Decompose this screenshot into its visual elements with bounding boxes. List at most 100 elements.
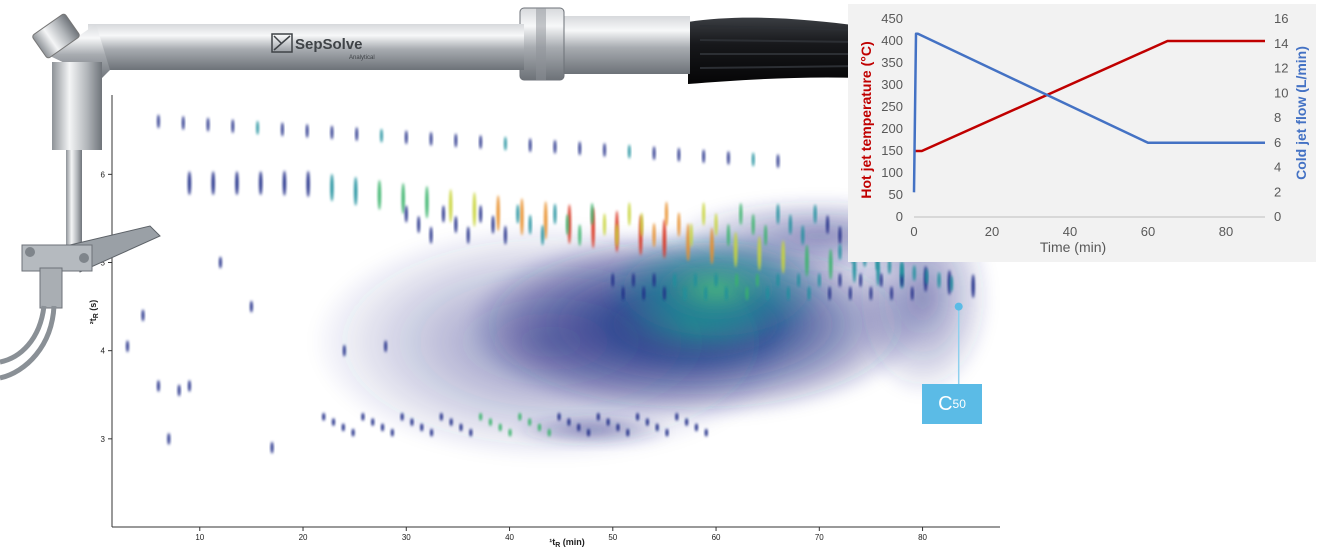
inset-right-axis-title: Cold jet flow (L/min) (1293, 46, 1309, 180)
peak-spot (590, 202, 594, 226)
contour-region (512, 415, 673, 446)
peak-spot (838, 273, 842, 288)
peak-spot (603, 143, 606, 158)
peak-spot (596, 412, 600, 421)
peak-spot (685, 418, 689, 427)
peak-spot (449, 418, 453, 427)
peak-spot (454, 216, 458, 234)
peak-spot (504, 225, 507, 245)
peak-spot (702, 149, 705, 164)
peak-spot (818, 273, 821, 288)
peak-spot (879, 273, 883, 288)
peak-spot (797, 273, 800, 288)
inset-x-tick-label: 40 (1063, 224, 1077, 239)
peak-spot (606, 418, 610, 427)
inset-left-tick-label: 300 (881, 77, 903, 92)
peak-spot (188, 379, 191, 392)
peak-spot (725, 286, 728, 301)
peak-spot (628, 144, 631, 159)
peak-spot (838, 226, 842, 245)
peak-spot (380, 128, 383, 143)
inset-right-tick-label: 2 (1274, 184, 1281, 199)
x-tick-label: 30 (402, 533, 411, 542)
peak-spot (553, 203, 557, 225)
inset-right-tick-label: 16 (1274, 11, 1288, 26)
peak-spot (377, 179, 382, 210)
inset-left-tick-label: 250 (881, 99, 903, 114)
peak-spot (206, 117, 210, 132)
peak-spot (361, 412, 365, 421)
peak-spot (757, 236, 762, 271)
peak-spot (826, 215, 829, 234)
inset-x-tick-labels: 0 20 40 60 80 (910, 224, 1233, 239)
peak-spot (498, 423, 502, 432)
peak-spot (351, 428, 355, 437)
peak-spot (888, 258, 891, 275)
peak-spot (341, 423, 345, 432)
x-tick-label: 50 (608, 533, 617, 542)
peak-spot (677, 212, 681, 237)
peak-spot (587, 428, 591, 437)
peak-spot (714, 273, 718, 288)
peak-spot (937, 272, 941, 289)
inset-left-tick-label: 50 (889, 187, 903, 202)
peak-spot (547, 428, 551, 437)
peak-spot (675, 412, 679, 421)
horizontal-arm (88, 24, 524, 70)
peak-spot (466, 226, 470, 244)
elbow-cap (32, 13, 80, 59)
inset-right-tick-label: 4 (1274, 160, 1281, 175)
peak-spot (400, 412, 404, 421)
transfer-lines (0, 305, 57, 381)
peak-spot (390, 428, 394, 437)
x-tick-label: 10 (195, 533, 204, 542)
peak-spot (355, 127, 359, 142)
peak-spot (616, 423, 620, 432)
peak-spot (947, 270, 952, 295)
peak-spot (578, 224, 582, 247)
peak-spot (665, 428, 669, 437)
peak-spot (781, 240, 785, 274)
peak-spot (694, 423, 698, 432)
peak-spot (454, 133, 458, 148)
peak-spot (677, 147, 681, 162)
x-tick-label: 80 (918, 533, 927, 542)
peak-spot (157, 114, 160, 129)
peak-spot (704, 428, 708, 437)
peak-spot (776, 273, 780, 288)
peak-spot (727, 150, 730, 165)
peak-spot (577, 423, 581, 432)
peak-spot (652, 273, 656, 288)
peak-spot (177, 384, 181, 397)
peak-spot (615, 223, 619, 247)
peak-spot (704, 286, 708, 301)
inset-x-tick-label: 0 (910, 224, 917, 239)
peak-spot (354, 176, 358, 206)
peak-spot (702, 202, 706, 226)
peak-spot (689, 223, 693, 248)
peak-spot (488, 418, 492, 427)
y-axis-title: ²tR (s) (88, 300, 100, 325)
c50-callout-subscript: 50 (952, 397, 966, 411)
peak-spot (305, 123, 309, 138)
peak-spot (848, 286, 852, 301)
peak-spot (491, 215, 495, 234)
inset-left-tick-label: 100 (881, 165, 903, 180)
peak-spot (330, 173, 334, 202)
peak-spot (518, 412, 522, 421)
x-tick-label: 40 (505, 533, 514, 542)
peak-spot (859, 273, 862, 288)
y-tick-label: 4 (101, 347, 106, 356)
peak-spot (890, 286, 893, 301)
inset-x-tick-label: 60 (1141, 224, 1155, 239)
peak-spot (565, 213, 569, 236)
peak-spot (330, 125, 334, 140)
peak-spot (270, 441, 274, 454)
peak-spot (869, 286, 873, 301)
peak-spot (652, 146, 656, 161)
peak-spot (479, 412, 483, 421)
peak-spot (342, 344, 346, 357)
inset-left-tick-label: 450 (881, 11, 903, 26)
peak-spot (950, 275, 953, 292)
